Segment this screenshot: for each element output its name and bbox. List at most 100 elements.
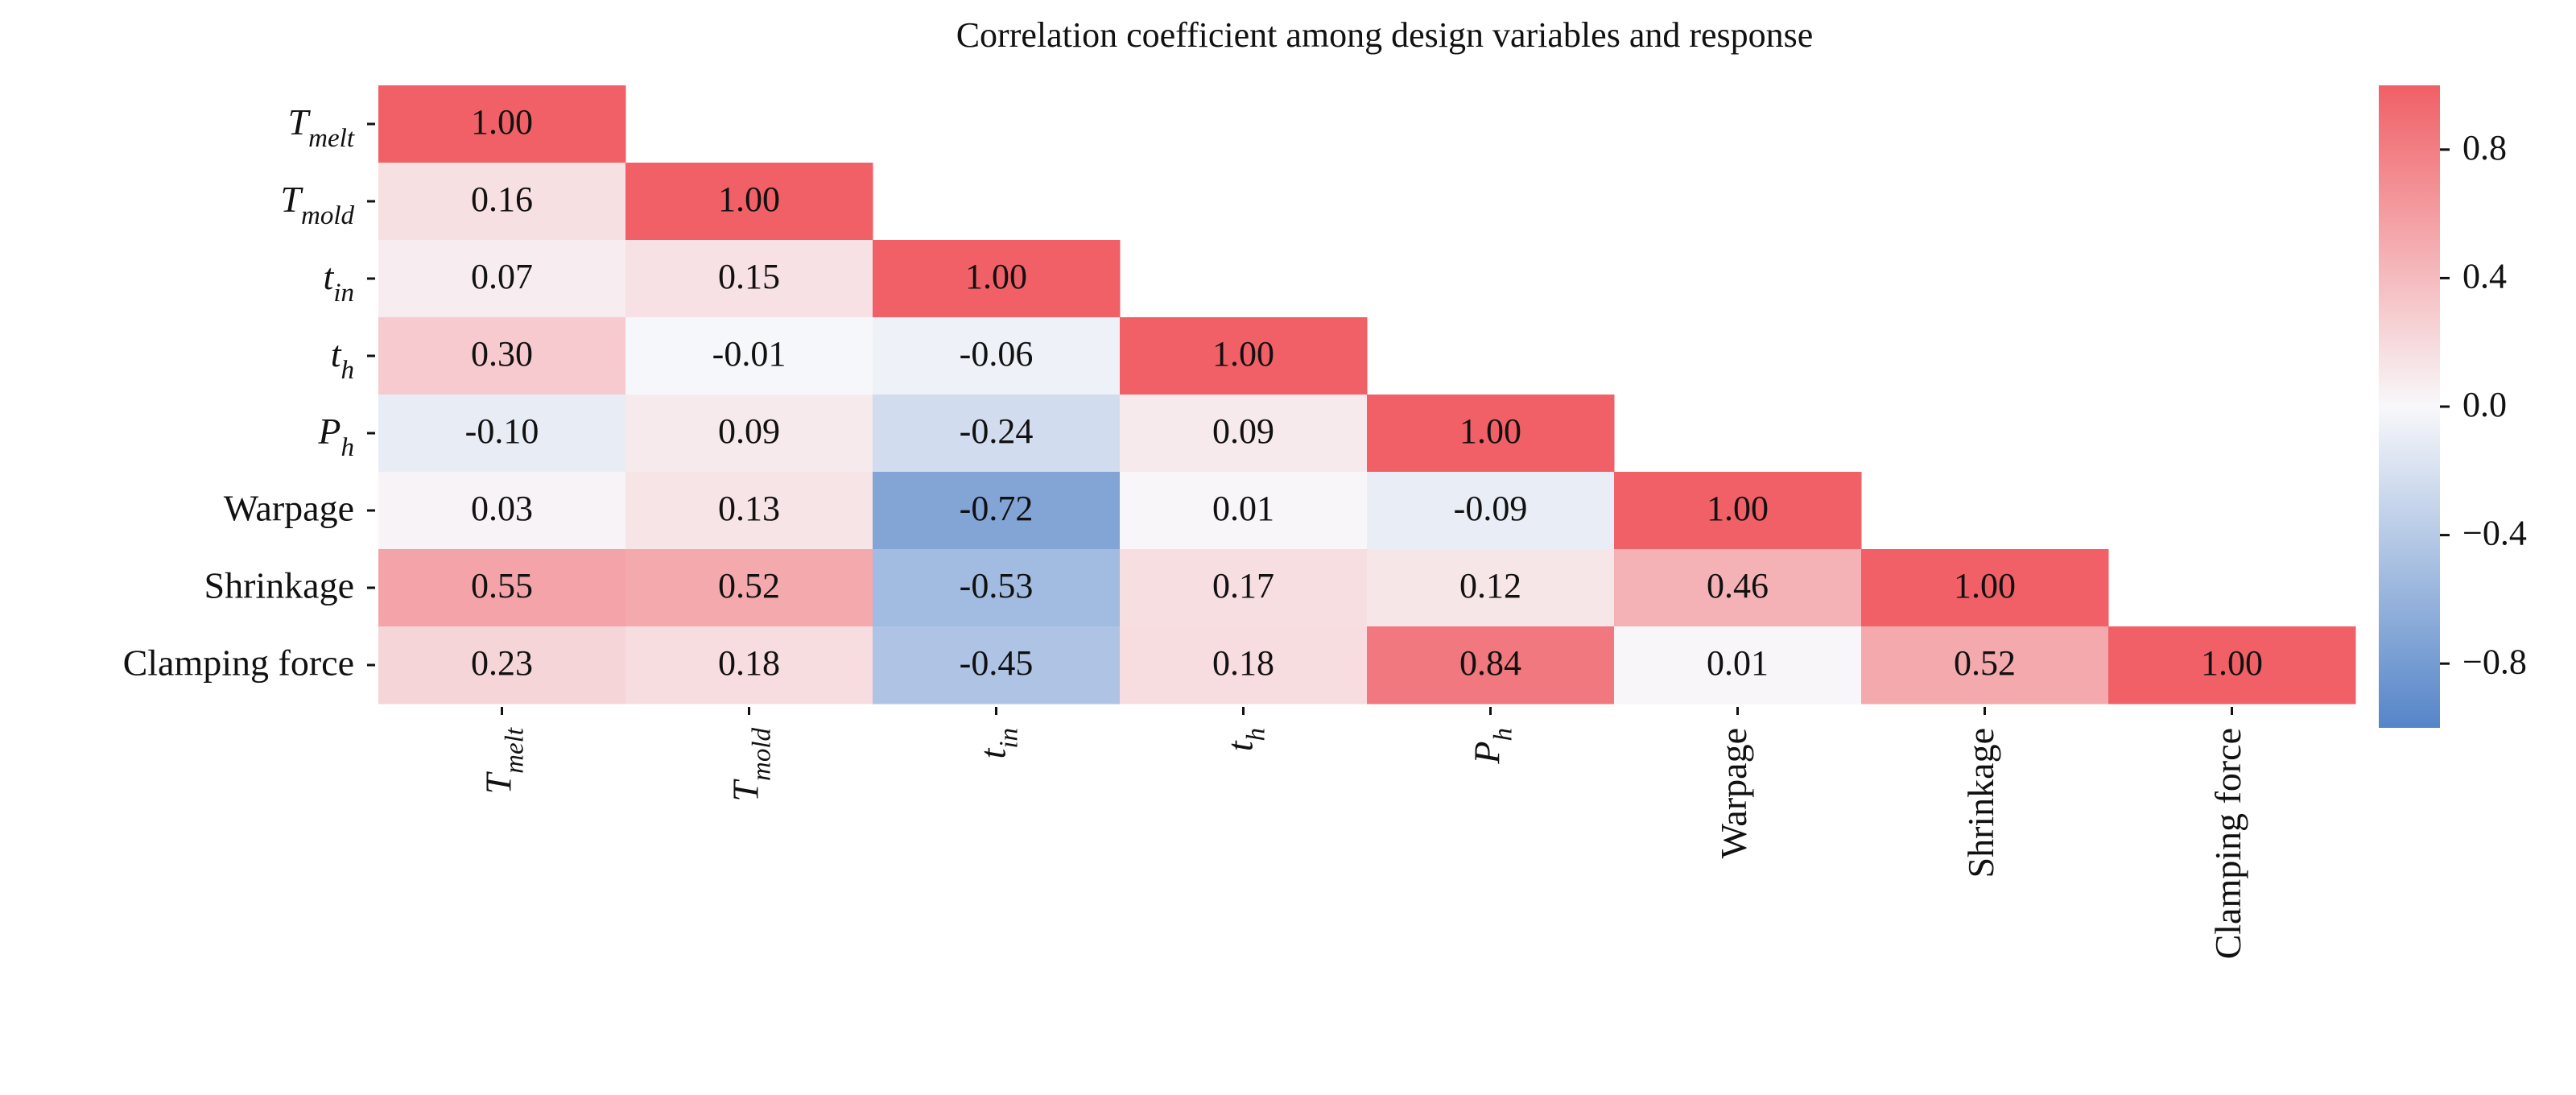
cell-value-label: 0.09 bbox=[718, 411, 780, 451]
colorbar-tick-label: 0.4 bbox=[2462, 256, 2507, 295]
x-label-t-melt: Tmelt bbox=[477, 727, 529, 794]
x-label-t-h: th bbox=[1219, 728, 1270, 751]
cell-value-label: 1.00 bbox=[965, 257, 1027, 296]
x-label-warpage: Warpage bbox=[1713, 728, 1754, 858]
cell-value-label: -0.53 bbox=[960, 566, 1034, 605]
heatmap-cell bbox=[873, 472, 1121, 550]
x-axis-labels: Tmelt Tmold tin th Ph Warpage Shrinkage Clampin… bbox=[477, 707, 2248, 959]
heatmap-cell bbox=[873, 395, 1121, 473]
cell-value-label: -0.06 bbox=[960, 334, 1034, 374]
heatmap-cell bbox=[1614, 472, 1862, 550]
heatmap-cell bbox=[873, 626, 1121, 705]
x-label-t-mold: Tmold bbox=[724, 728, 776, 802]
y-axis-labels: Tmelt Tmold tin th Ph Warpage Shrinkage Clampin… bbox=[123, 101, 375, 684]
cell-value-label: 0.55 bbox=[471, 566, 533, 605]
cell-value-label: 0.09 bbox=[1212, 411, 1274, 451]
cell-value-label: -0.01 bbox=[712, 334, 786, 374]
colorbar-gradient bbox=[2379, 85, 2440, 728]
x-label-t-in: tin bbox=[972, 728, 1023, 758]
heatmap-cell bbox=[1120, 549, 1368, 627]
cell-value-label: 0.84 bbox=[1459, 643, 1521, 683]
chart-title: Correlation coefficient among design var… bbox=[956, 15, 1814, 55]
cell-value-label: 0.07 bbox=[471, 257, 533, 296]
heatmap-cell bbox=[1120, 626, 1368, 705]
heatmap-cell bbox=[625, 549, 873, 627]
colorbar-tick-label: −0.8 bbox=[2462, 642, 2527, 681]
heatmap-cell bbox=[1120, 395, 1368, 473]
cell-value-label: -0.45 bbox=[960, 643, 1034, 683]
cell-value-label: 1.00 bbox=[1212, 334, 1274, 374]
heatmap-cell bbox=[378, 395, 626, 473]
cell-value-label: 0.16 bbox=[471, 180, 533, 219]
y-label-clamping-force: Clamping force bbox=[123, 643, 354, 684]
cell-value-label: 0.18 bbox=[718, 643, 780, 683]
cell-value-label: 0.01 bbox=[1707, 643, 1769, 683]
heatmap-cell bbox=[1120, 472, 1368, 550]
heatmap-cell bbox=[625, 163, 873, 241]
y-label-t-in: tin bbox=[324, 256, 354, 308]
heatmap-cell bbox=[378, 472, 626, 550]
heatmap-cell bbox=[1861, 626, 2109, 705]
cell-value-label: 1.00 bbox=[1954, 566, 2016, 605]
y-label-t-h: th bbox=[331, 333, 354, 385]
colorbar: 0.8 0.4 0.0 −0.4 −0.8 bbox=[2379, 85, 2527, 728]
heatmap-cell bbox=[873, 240, 1121, 318]
cell-value-label: 0.13 bbox=[718, 489, 780, 528]
x-label-shrinkage: Shrinkage bbox=[1960, 728, 2001, 878]
heatmap-cell bbox=[1614, 626, 1862, 705]
heatmap-cell bbox=[378, 549, 626, 627]
heatmap-cell bbox=[378, 626, 626, 705]
cell-value-label: 1.00 bbox=[718, 180, 780, 219]
cell-value-label: -0.72 bbox=[960, 489, 1034, 528]
heatmap-cell bbox=[1367, 472, 1615, 550]
cell-value-label: -0.24 bbox=[960, 411, 1034, 451]
cell-value-label: 0.01 bbox=[1212, 489, 1274, 528]
heatmap-cell bbox=[378, 317, 626, 395]
cell-value-label: 0.18 bbox=[1212, 643, 1274, 683]
cell-value-label: 1.00 bbox=[2201, 643, 2263, 683]
y-label-t-melt: Tmelt bbox=[288, 101, 355, 153]
heatmap-cell bbox=[625, 472, 873, 550]
cell-value-label: 0.03 bbox=[471, 489, 533, 528]
cell-value-label: -0.09 bbox=[1454, 489, 1528, 528]
colorbar-tick-label: 0.0 bbox=[2462, 385, 2507, 424]
cell-value-label: 1.00 bbox=[471, 102, 533, 142]
heatmap-cell bbox=[1614, 549, 1862, 627]
heatmap-cell bbox=[378, 85, 626, 163]
cell-value-label: 0.15 bbox=[718, 257, 780, 296]
heatmap-cell bbox=[625, 626, 873, 705]
cell-value-label: -0.10 bbox=[465, 411, 539, 451]
x-label-p-h: Ph bbox=[1466, 728, 1517, 765]
y-label-shrinkage: Shrinkage bbox=[204, 565, 354, 606]
heatmap-cells: 1.00 0.16 1.00 0.07 0.15 1.00 0.30 -0.01 -0.06 1.… bbox=[378, 85, 2356, 705]
heatmap-cell bbox=[378, 163, 626, 241]
heatmap-cell bbox=[1120, 317, 1368, 395]
cell-value-label: 0.17 bbox=[1212, 566, 1274, 605]
cell-value-label: 0.46 bbox=[1707, 566, 1769, 605]
heatmap-cell bbox=[873, 317, 1121, 395]
y-label-warpage: Warpage bbox=[224, 488, 354, 529]
heatmap-cell bbox=[2108, 626, 2356, 705]
cell-value-label: 1.00 bbox=[1707, 489, 1769, 528]
x-label-clamping-force: Clamping force bbox=[2207, 728, 2248, 959]
cell-value-label: 1.00 bbox=[1459, 411, 1521, 451]
colorbar-tick-label: 0.8 bbox=[2462, 128, 2507, 167]
y-label-p-h: Ph bbox=[317, 411, 354, 462]
heatmap-cell bbox=[625, 240, 873, 318]
heatmap-cell bbox=[1861, 549, 2109, 627]
cell-value-label: 0.23 bbox=[471, 643, 533, 683]
cell-value-label: 0.12 bbox=[1459, 566, 1521, 605]
heatmap-cell bbox=[625, 317, 873, 395]
heatmap-cell bbox=[873, 549, 1121, 627]
cell-value-label: 0.30 bbox=[471, 334, 533, 374]
cell-value-label: 0.52 bbox=[718, 566, 780, 605]
cell-value-label: 0.52 bbox=[1954, 643, 2016, 683]
heatmap-cell bbox=[1367, 395, 1615, 473]
colorbar-tick-label: −0.4 bbox=[2462, 514, 2527, 553]
heatmap-cell bbox=[378, 240, 626, 318]
y-label-t-mold: Tmold bbox=[280, 179, 354, 230]
heatmap-cell bbox=[1367, 626, 1615, 705]
heatmap-cell bbox=[1367, 549, 1615, 627]
